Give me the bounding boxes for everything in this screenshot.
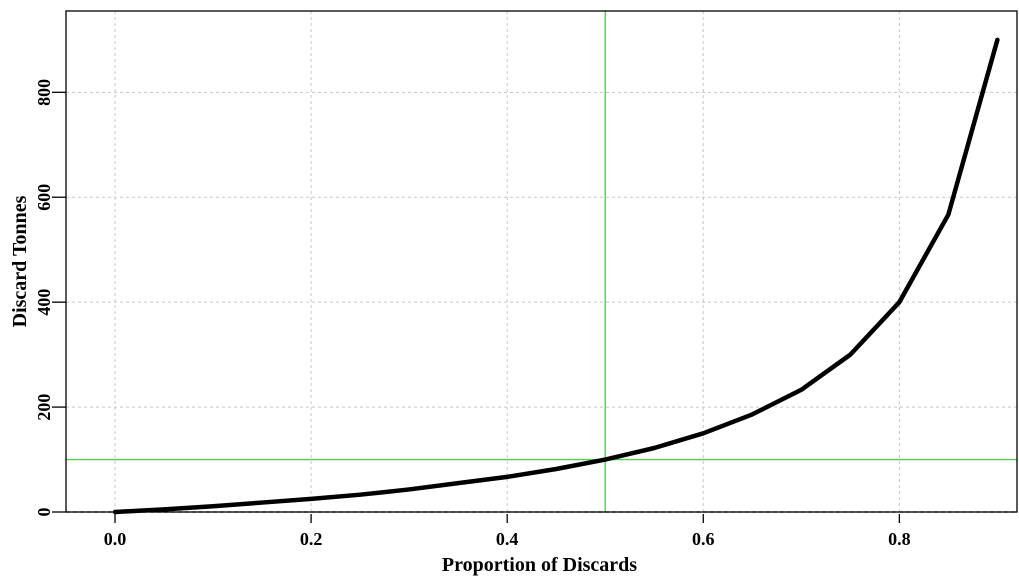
y-tick-label-1: 200 [34,394,54,421]
series-line-0 [112,37,1000,515]
reference-lines [66,11,1017,512]
y-tick-label-3: 600 [34,184,54,211]
x-tick-label-2: 0.4 [496,529,519,549]
grid-layer [66,11,1017,512]
x-tick-label-3: 0.6 [692,529,715,549]
axes-layer: 0.0 0.2 0.4 0.6 0.8 0 200 400 600 800 [34,79,911,549]
y-tick-label-2: 400 [34,289,54,316]
y-tick-label-4: 800 [34,79,54,106]
x-tick-label-4: 0.8 [888,529,911,549]
x-tick-label-0: 0.0 [104,529,127,549]
x-axis-label: Proportion of Discards [442,554,637,576]
y-axis-label: Discard Tonnes [9,195,31,327]
y-tick-label-0: 0 [34,508,54,517]
x-tick-label-1: 0.2 [300,529,323,549]
plot-frame [65,10,1018,513]
series-layer [112,37,1000,515]
